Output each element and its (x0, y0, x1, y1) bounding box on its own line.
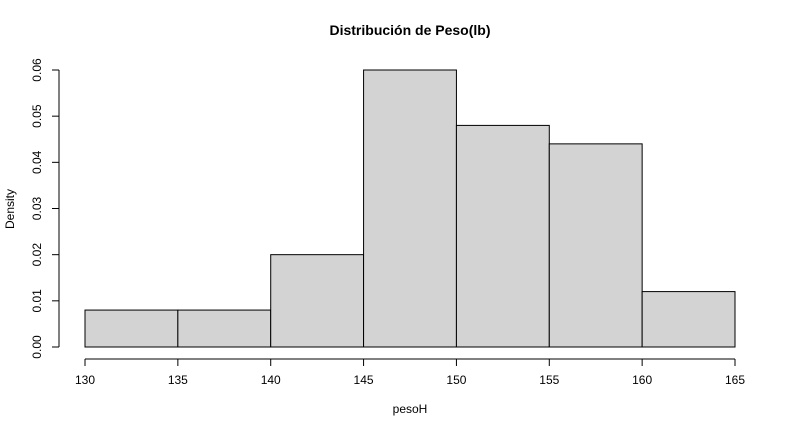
histogram-bar (641, 291, 736, 348)
y-axis-label: Density (3, 189, 17, 229)
chart-title: Distribución de Peso(lb) (329, 22, 490, 38)
x-tick-label: 140 (261, 373, 281, 387)
y-tick-label: 0.00 (30, 335, 44, 359)
histogram-bar (548, 143, 643, 348)
x-tick-label: 135 (168, 373, 188, 387)
histogram-bar (270, 254, 365, 348)
x-axis: 130 135 140 145 150 155 160 165 (75, 358, 745, 387)
x-axis-label: pesoH (393, 402, 428, 416)
y-tick-label: 0.01 (30, 289, 44, 313)
y-tick-label: 0.04 (30, 150, 44, 174)
x-tick-label: 150 (446, 373, 466, 387)
y-tick-label: 0.06 (30, 58, 44, 82)
y-tick-label: 0.02 (30, 243, 44, 267)
y-tick-label: 0.05 (30, 104, 44, 128)
bars-group (84, 69, 736, 348)
histogram-bar (363, 69, 457, 348)
x-tick-label: 145 (354, 373, 374, 387)
x-tick-label: 160 (632, 373, 652, 387)
x-tick-label: 130 (75, 373, 95, 387)
y-tick-label: 0.03 (30, 196, 44, 220)
x-tick-label: 155 (539, 373, 559, 387)
y-axis: 0.00 0.01 0.02 0.03 0.04 0.05 0.06 (30, 58, 60, 359)
histogram-bar (84, 309, 179, 348)
x-tick-label: 165 (725, 373, 745, 387)
histogram-bar (177, 309, 272, 348)
histogram-bar (455, 124, 550, 348)
